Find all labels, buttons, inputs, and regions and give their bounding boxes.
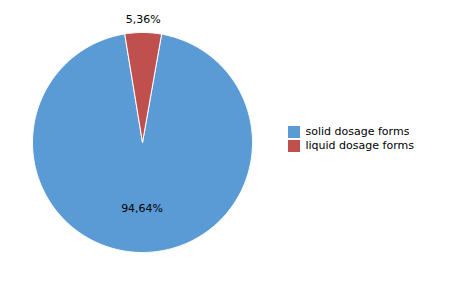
svg-text:94,64%: 94,64%: [121, 202, 163, 215]
html-text:solid dosage forms: solid dosage forms: [305, 125, 410, 139]
svg-text:5,36%: 5,36%: [126, 13, 161, 26]
html-text:liquid dosage forms: liquid dosage forms: [305, 139, 414, 153]
